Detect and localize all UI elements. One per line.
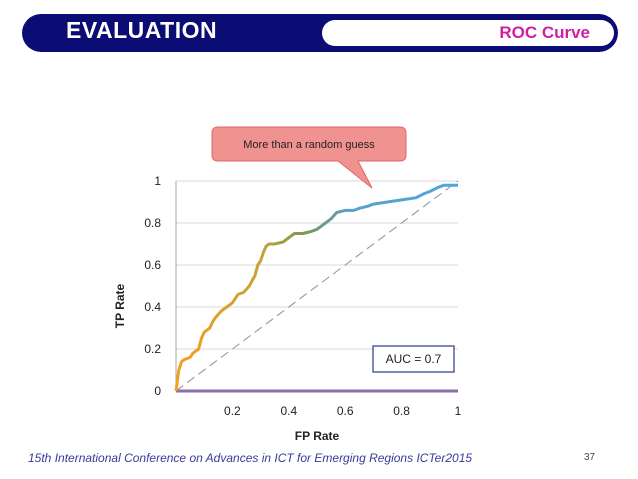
page-number: 37 [584,452,596,463]
y-tick-label: 0.2 [144,342,161,356]
subtitle-pill [322,20,614,46]
y-axis-label: TP Rate [113,283,127,328]
x-axis-label: FP Rate [295,429,340,443]
footer-conference: 15th International Conference on Advance… [28,451,473,465]
x-tick-label: 0.4 [280,404,297,418]
y-tick-labels: 0 0.2 0.4 0.6 0.8 1 [144,174,161,398]
x-tick-label: 0.8 [393,404,410,418]
gridlines [176,180,458,350]
roc-curve-line [174,183,458,392]
y-tick-label: 0 [154,384,161,398]
y-tick-label: 0.4 [144,300,161,314]
x-tick-labels: 0.2 0.4 0.6 0.8 1 [224,404,462,418]
y-tick-label: 0.8 [144,216,161,230]
x-tick-label: 0.6 [337,404,354,418]
x-tick-label: 0.2 [224,404,241,418]
y-tick-label: 0.6 [144,258,161,272]
random-guess-line [175,180,459,392]
auc-box-frame [372,345,455,373]
callout-text: More than a random guess [243,139,375,151]
callout: More than a random guess [211,126,407,189]
slide-subtitle: ROC Curve [499,23,590,42]
auc-label: AUC = 0.7 [386,352,442,366]
y-tick-label: 1 [154,174,161,188]
auc-box: AUC = 0.7 [372,345,455,373]
x-tick-label: 1 [455,404,462,418]
slide-title: EVALUATION [66,17,218,43]
callout-bubble [211,126,407,189]
